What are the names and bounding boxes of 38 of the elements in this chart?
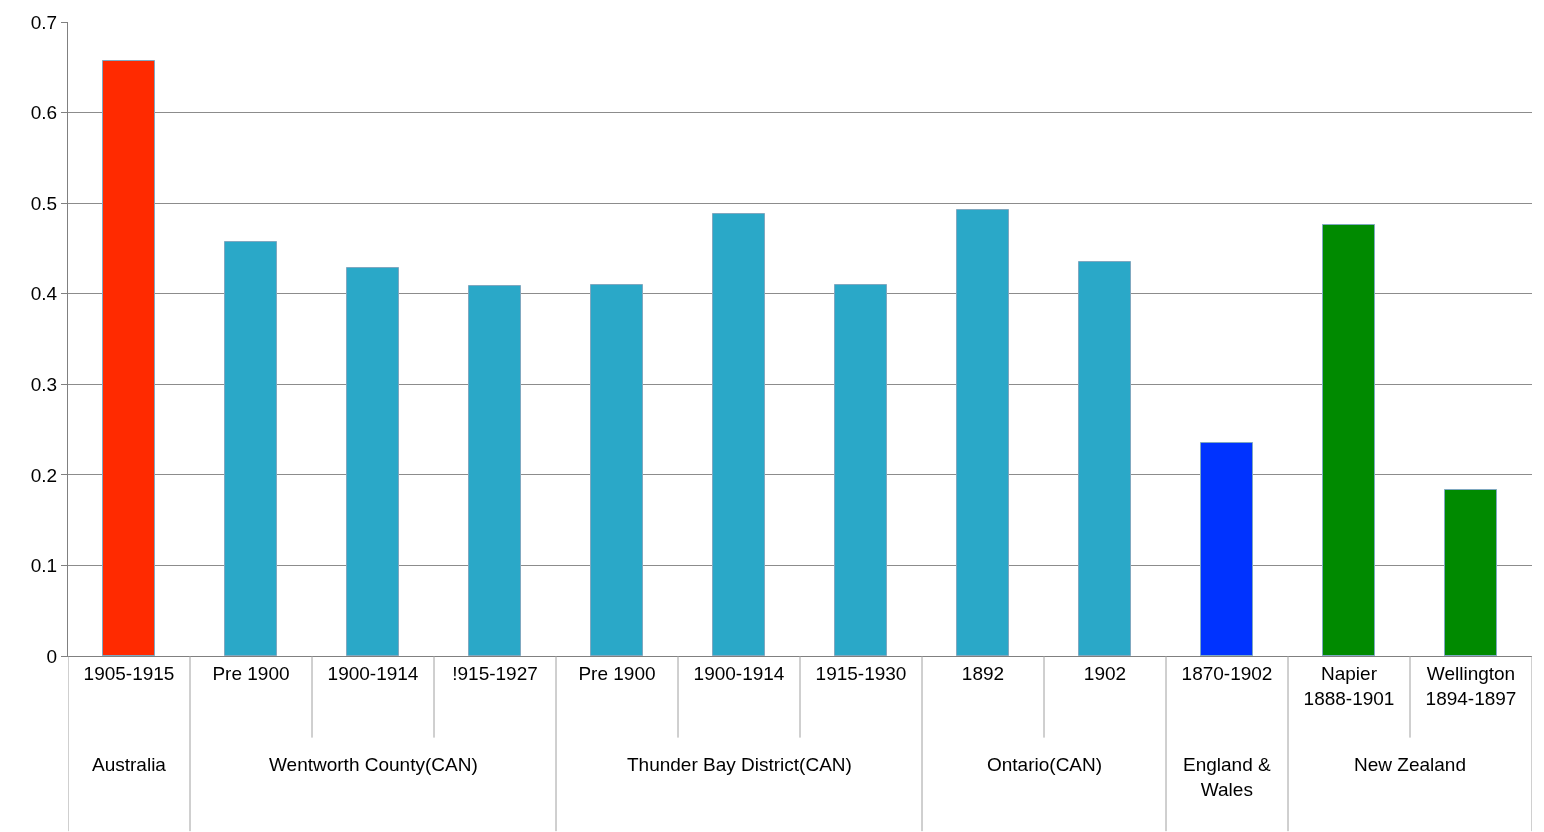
bar <box>468 285 521 656</box>
y-tick-label: 0.1 <box>30 555 58 577</box>
x-tick-label: 1905-1915 <box>83 662 175 684</box>
x-tick-label: Napier 1888-1901 <box>1303 662 1395 709</box>
x-tick-label: 1870-1902 <box>1181 662 1273 684</box>
text: New Zealand <box>1354 754 1466 775</box>
y-tick-label: 0.6 <box>30 102 58 124</box>
x-tick-label: !915-1927 <box>452 662 538 684</box>
text: Ontario(CAN) <box>987 754 1103 775</box>
bar <box>224 241 277 656</box>
bar <box>1078 261 1131 656</box>
bar <box>1322 224 1375 656</box>
text: Wentworth County(CAN) <box>269 754 478 775</box>
x-tick-label: Pre 1900 <box>212 662 290 684</box>
bar <box>346 267 399 656</box>
bar <box>834 284 887 656</box>
bar <box>712 213 765 656</box>
x-tick-label: 1892 <box>961 662 1005 684</box>
x-tick-label: 1900-1914 <box>693 662 785 684</box>
text: Australia <box>92 754 167 775</box>
y-tick-label: 0.4 <box>30 283 58 305</box>
x-tick-label: 1900-1914 <box>327 662 419 684</box>
text: England & Wales <box>1183 754 1272 800</box>
x-tick-label: Wellington 1894-1897 <box>1425 662 1517 709</box>
y-tick-label: 0.7 <box>30 11 58 33</box>
text: Thunder Bay District(CAN) <box>627 754 852 775</box>
y-tick-label: 0.3 <box>30 373 58 395</box>
x-tick-label: 1915-1930 <box>815 662 907 684</box>
bar <box>102 60 155 656</box>
x-tick-label: Pre 1900 <box>578 662 656 684</box>
bar <box>590 284 643 656</box>
y-tick-label: 0.5 <box>30 192 58 214</box>
bar <box>956 209 1009 656</box>
x-tick-label: 1902 <box>1083 662 1127 684</box>
bar <box>1200 442 1253 656</box>
bar <box>1444 489 1497 656</box>
y-tick-label: 0 <box>46 645 58 667</box>
y-tick-label: 0.2 <box>30 464 58 486</box>
